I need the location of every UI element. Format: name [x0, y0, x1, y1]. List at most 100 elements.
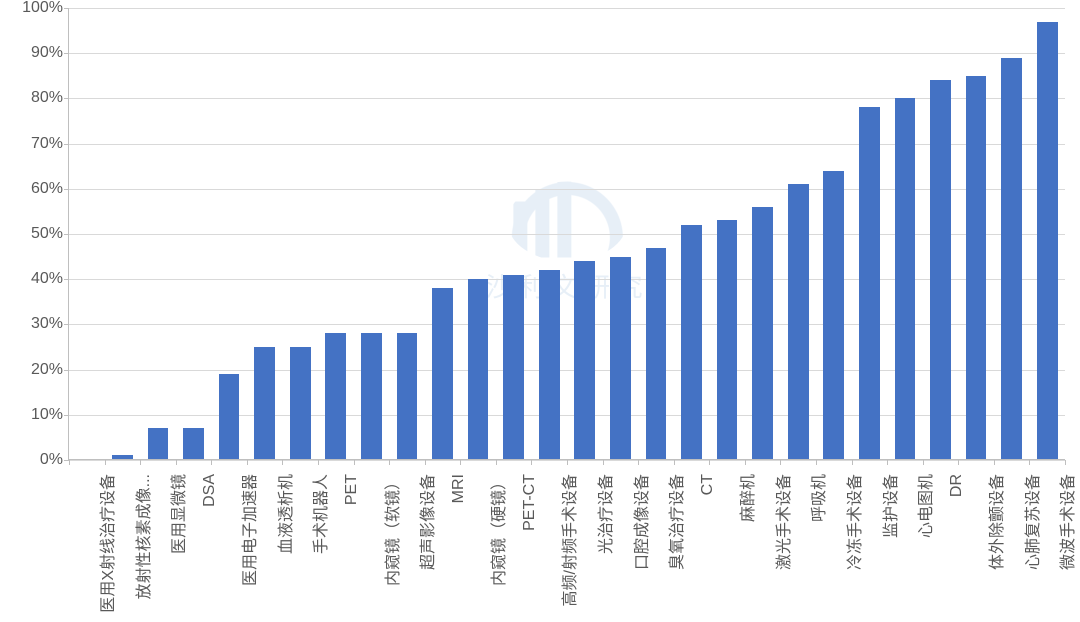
bar: [823, 171, 844, 460]
x-tick-mark: [709, 460, 710, 465]
bar-slot: PET: [318, 8, 354, 460]
x-tick-mark: [496, 460, 497, 465]
bar-slot: 血液透析机: [247, 8, 283, 460]
x-tick-mark: [531, 460, 532, 465]
x-tick-label: PET-CT: [521, 468, 539, 531]
x-tick-mark: [1065, 460, 1066, 465]
x-tick-label: MRI: [450, 468, 468, 503]
bar: [325, 333, 346, 460]
bar-chart: 沙利文研究 0%10%20%30%40%50%60%70%80%90%100% …: [0, 0, 1080, 622]
y-tick-label: 0%: [40, 451, 69, 469]
x-tick-mark: [603, 460, 604, 465]
bar-slot: PET-CT: [496, 8, 532, 460]
bar-slot: 激光手术设备: [745, 8, 781, 460]
bar-slot: 口腔成像设备: [603, 8, 639, 460]
x-tick-label: 内窥镜（硬镜）: [485, 468, 509, 586]
bar: [290, 347, 311, 460]
x-tick-label: 医用电子加速器: [236, 468, 260, 586]
bar: [432, 288, 453, 460]
x-tick-mark: [140, 460, 141, 465]
bar: [610, 257, 631, 460]
x-tick-mark: [318, 460, 319, 465]
bar-slot: 高频/射频手术设备: [531, 8, 567, 460]
x-tick-mark: [994, 460, 995, 465]
bar-slot: 麻醉机: [709, 8, 745, 460]
x-tick-label: 高频/射频手术设备: [556, 468, 580, 606]
bar-slot: 监护设备: [852, 8, 888, 460]
bar: [895, 98, 916, 460]
x-tick-mark: [389, 460, 390, 465]
x-tick-mark: [460, 460, 461, 465]
x-tick-label: 光治疗设备: [592, 468, 616, 554]
x-tick-mark: [958, 460, 959, 465]
bar-slot: 光治疗设备: [567, 8, 603, 460]
bar: [788, 184, 809, 460]
bar: [254, 347, 275, 460]
x-tick-label: 微波手术设备: [1054, 468, 1078, 570]
x-tick-mark: [852, 460, 853, 465]
x-tick-mark: [176, 460, 177, 465]
bar-slot: 心肺复苏设备: [994, 8, 1030, 460]
x-tick-label: 臭氧治疗设备: [663, 468, 687, 570]
bar-slot: 臭氧治疗设备: [638, 8, 674, 460]
bar: [859, 107, 880, 460]
bar-slot: DR: [923, 8, 959, 460]
x-tick-label: 超声影像设备: [414, 468, 438, 570]
bar-slot: 医用X射线治疗设备: [69, 8, 105, 460]
bar-slot: MRI: [425, 8, 461, 460]
bar: [183, 428, 204, 460]
x-tick-label: 呼吸机: [805, 468, 829, 522]
x-tick-mark: [425, 460, 426, 465]
x-tick-label: 冷冻手术设备: [841, 468, 865, 570]
x-tick-mark: [105, 460, 106, 465]
bar-slot: 呼吸机: [780, 8, 816, 460]
x-tick-mark: [69, 460, 70, 465]
bar: [717, 220, 738, 460]
bar: [361, 333, 382, 460]
x-tick-label: 口腔成像设备: [628, 468, 652, 570]
x-tick-label: 心肺复苏设备: [1019, 468, 1043, 570]
x-tick-label: 心电图机: [912, 468, 936, 538]
x-tick-mark: [887, 460, 888, 465]
bar-slot: CT: [674, 8, 710, 460]
x-tick-label: 麻醉机: [734, 468, 758, 522]
y-tick-label: 60%: [31, 180, 69, 198]
x-tick-mark: [247, 460, 248, 465]
y-tick-label: 70%: [31, 135, 69, 153]
bar: [681, 225, 702, 460]
x-tick-label: 医用显微镜: [165, 468, 189, 554]
x-tick-label: 体外除颤设备: [983, 468, 1007, 570]
bar: [148, 428, 169, 460]
x-tick-mark: [816, 460, 817, 465]
bar: [1001, 58, 1022, 460]
x-tick-mark: [354, 460, 355, 465]
x-tick-label: 血液透析机: [272, 468, 296, 554]
bar: [219, 374, 240, 460]
x-tick-mark: [780, 460, 781, 465]
bar: [468, 279, 489, 460]
bar-slot: 内窥镜（软镜）: [354, 8, 390, 460]
x-tick-mark: [211, 460, 212, 465]
x-tick-label: DSA: [201, 468, 219, 507]
bar-slot: 手术机器人: [282, 8, 318, 460]
bar: [966, 76, 987, 460]
y-tick-label: 50%: [31, 225, 69, 243]
bar: [397, 333, 418, 460]
bar-slot: 超声影像设备: [389, 8, 425, 460]
bar-slot: 医用电子加速器: [211, 8, 247, 460]
bar-slot: 冷冻手术设备: [816, 8, 852, 460]
x-tick-label: 手术机器人: [307, 468, 331, 554]
y-tick-label: 30%: [31, 315, 69, 333]
bars-container: 医用X射线治疗设备放射性核素成像...医用显微镜DSA医用电子加速器血液透析机手…: [69, 8, 1065, 460]
bar: [646, 248, 667, 460]
x-tick-label: 医用X射线治疗设备: [94, 468, 118, 613]
bar: [503, 275, 524, 460]
bar-slot: 体外除颤设备: [958, 8, 994, 460]
bar: [539, 270, 560, 460]
bar: [930, 80, 951, 460]
bar: [574, 261, 595, 460]
x-tick-label: 激光手术设备: [770, 468, 794, 570]
bar-slot: 内窥镜（硬镜）: [460, 8, 496, 460]
x-tick-label: 监护设备: [877, 468, 901, 538]
x-axis-line: [69, 459, 1065, 460]
